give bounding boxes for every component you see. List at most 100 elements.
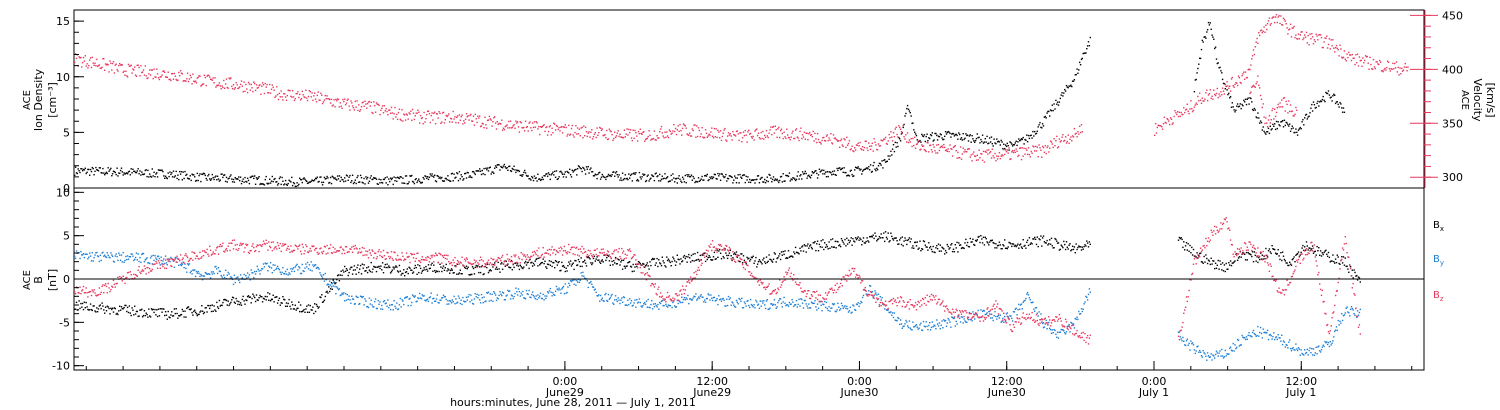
b-series-by-point — [279, 271, 281, 273]
b-series-bx-point — [966, 244, 968, 247]
b-series-by-point — [96, 255, 99, 257]
top-series-1-point — [195, 82, 198, 84]
b-series-bx-point — [195, 313, 198, 315]
top-series-1-point — [499, 122, 501, 125]
b-series-bx-point — [911, 247, 913, 249]
top-series-0-point — [386, 176, 388, 178]
top-series-1-point — [589, 136, 591, 138]
b-series-bx-point — [659, 262, 661, 264]
top-series-1-point — [1075, 132, 1077, 135]
b-series-bx-point — [528, 267, 530, 270]
top-series-0-point — [280, 183, 282, 186]
top-series-1-point — [1199, 92, 1201, 94]
top-series-1-point — [646, 137, 648, 140]
top-series-0-point — [576, 168, 579, 170]
b-series-by-point — [684, 299, 686, 301]
b-series-bx-point — [427, 264, 430, 266]
b-series-bx-point — [687, 256, 689, 258]
top-series-1-point — [935, 152, 937, 154]
top-series-0-point — [668, 180, 671, 182]
b-series-bx-point — [241, 298, 243, 301]
top-series-0-point — [1229, 97, 1231, 99]
top-series-0-point — [1207, 21, 1210, 24]
b-series-by-point — [683, 296, 686, 299]
b-series-bx-point — [629, 265, 632, 268]
top-series-1-point — [95, 65, 97, 67]
b-series-bx-point — [695, 259, 697, 262]
top-series-0-point — [1035, 132, 1038, 135]
b-series-bx-point — [1011, 243, 1014, 245]
top-series-0-point — [132, 168, 134, 170]
top-series-0-point — [256, 178, 258, 180]
top-series-0-point — [371, 178, 373, 181]
top-series-0-point — [339, 180, 341, 182]
top-series-1-point — [725, 139, 727, 141]
b-series-bx-point — [681, 261, 683, 263]
top-series-1-point — [133, 69, 135, 71]
top-series-1-point — [980, 153, 982, 155]
top-series-1-point — [261, 85, 263, 87]
b-series-bx-point — [1289, 261, 1291, 263]
top-series-0-point — [865, 167, 867, 170]
top-series-1-point — [611, 134, 613, 136]
top-series-1-point — [889, 137, 891, 139]
b-series-bx-point — [787, 250, 790, 252]
b-series-bx-point — [212, 310, 214, 312]
b-series-by-point — [167, 258, 169, 260]
top-series-1-point — [1229, 85, 1231, 87]
b-series-by-point — [162, 260, 164, 262]
b-series-bx-point — [705, 255, 708, 257]
top-series-0-point — [1050, 110, 1053, 112]
b-series-bx-point — [994, 247, 996, 249]
b-series-by-point — [593, 289, 596, 291]
top-series-0-point — [271, 175, 273, 178]
b-series-bx-point — [420, 272, 423, 274]
top-series-1-point — [455, 121, 457, 124]
top-series-1-point — [390, 106, 393, 109]
b-series-bx-point — [1054, 237, 1056, 240]
b-series-by-point — [737, 303, 739, 305]
top-series-0-point — [948, 131, 950, 133]
top-series-1-point — [141, 71, 144, 73]
top-series-1-point — [1206, 99, 1209, 102]
b-series-by-point — [499, 291, 501, 293]
top-series-0-point — [77, 168, 79, 170]
top-series-0-point — [496, 164, 498, 166]
top-series-0-point — [1060, 94, 1062, 96]
b-series-by-point — [168, 260, 170, 262]
top-series-0-point — [980, 138, 982, 141]
top-series-1-point — [820, 143, 822, 145]
top-series-0-point — [224, 180, 227, 183]
top-series-0-point — [102, 167, 104, 170]
b-series-by-point — [664, 299, 666, 301]
b-series-bx-point — [229, 303, 231, 305]
top-series-1-point — [296, 93, 298, 95]
top-series-0-point — [407, 182, 409, 185]
b-series-bx-point — [386, 263, 388, 265]
b-series-bx-point — [164, 314, 166, 317]
top-series-1-point — [1154, 122, 1157, 125]
b-series-bx-point — [494, 268, 497, 270]
top-series-0-point — [1036, 130, 1038, 132]
b-series-by-point — [468, 293, 470, 296]
b-series-bx-point — [663, 262, 665, 264]
top-series-2-point — [1289, 110, 1291, 113]
top-series-0-point — [564, 171, 566, 173]
b-series-by-point — [276, 267, 278, 269]
b-series-bx-point — [682, 256, 685, 258]
top-series-0-point — [306, 182, 309, 185]
b-series-bx-point — [1206, 257, 1208, 260]
top-series-1-point — [1374, 67, 1376, 70]
b-series-by-point — [359, 295, 362, 297]
top-series-1-point — [1024, 153, 1026, 155]
top-series-1-point — [1297, 33, 1300, 35]
top-series-0-point — [478, 170, 480, 172]
b-series-bx-point — [895, 237, 897, 239]
top-series-0-point — [936, 134, 938, 137]
b-series-bx-point — [1074, 252, 1076, 254]
b-series-by-point — [364, 298, 366, 300]
top-series-0-point — [171, 172, 173, 174]
top-series-1-point — [437, 117, 439, 119]
top-series-1-point — [1035, 150, 1038, 152]
top-series-1-point — [680, 129, 682, 132]
